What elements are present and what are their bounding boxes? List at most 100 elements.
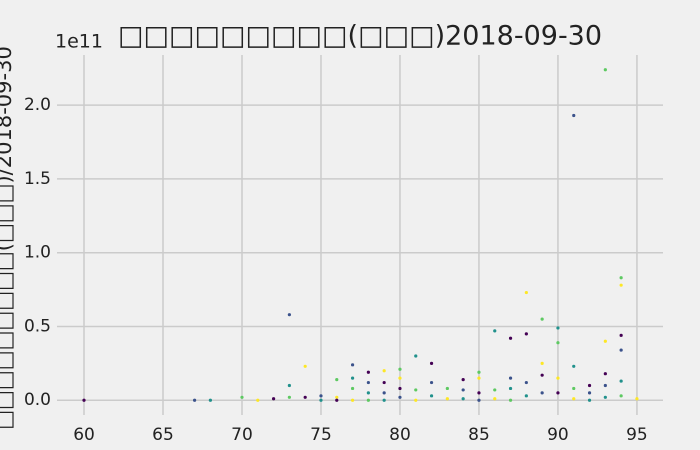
point bbox=[445, 386, 449, 391]
point bbox=[556, 326, 560, 330]
point bbox=[619, 394, 623, 398]
chart-title: □□□□□□□□□(□□□)2018-09-30 bbox=[118, 21, 602, 52]
point bbox=[366, 380, 370, 385]
point bbox=[556, 391, 560, 395]
point bbox=[82, 398, 86, 402]
point bbox=[587, 398, 592, 402]
point bbox=[398, 367, 402, 371]
y-tick-label: 1.0 bbox=[24, 243, 51, 263]
point bbox=[540, 361, 544, 365]
y-tick-label: 1.5 bbox=[24, 169, 51, 189]
point bbox=[303, 395, 307, 399]
point bbox=[350, 398, 355, 402]
y-tick-label: 0.0 bbox=[24, 390, 51, 410]
point bbox=[335, 398, 339, 402]
x-tick-label: 70 bbox=[231, 425, 253, 445]
y-tick-label: 2.0 bbox=[24, 95, 51, 115]
point bbox=[524, 332, 528, 336]
point bbox=[587, 391, 592, 395]
point bbox=[556, 376, 560, 380]
point bbox=[619, 379, 623, 383]
point bbox=[556, 341, 560, 345]
point bbox=[382, 391, 386, 395]
point bbox=[192, 398, 197, 402]
point bbox=[603, 395, 607, 399]
point bbox=[287, 395, 291, 399]
point bbox=[382, 398, 386, 402]
point bbox=[303, 364, 307, 368]
point bbox=[350, 363, 355, 367]
point bbox=[429, 394, 434, 398]
x-tick-label: 60 bbox=[73, 425, 95, 445]
point bbox=[414, 354, 418, 358]
point bbox=[619, 276, 623, 280]
point bbox=[508, 336, 513, 340]
point bbox=[619, 333, 623, 337]
point bbox=[477, 376, 481, 380]
point bbox=[540, 317, 544, 321]
point bbox=[493, 388, 497, 392]
x-tick-label: 90 bbox=[547, 425, 569, 445]
point bbox=[572, 364, 576, 368]
point bbox=[635, 397, 639, 401]
point bbox=[493, 329, 497, 333]
point bbox=[508, 376, 513, 380]
point bbox=[508, 386, 513, 391]
point bbox=[350, 376, 355, 380]
point bbox=[619, 348, 623, 352]
point bbox=[208, 398, 212, 402]
point bbox=[477, 398, 481, 402]
point bbox=[398, 395, 402, 399]
y-offset-label: 1e11 bbox=[55, 31, 103, 53]
point bbox=[398, 376, 402, 380]
point bbox=[287, 313, 291, 317]
point bbox=[572, 386, 576, 391]
point bbox=[350, 386, 355, 391]
point bbox=[603, 339, 607, 343]
y-axis-label: □□□□□□□□□(□□□)/2018-09-30 bbox=[0, 46, 16, 430]
point bbox=[524, 394, 528, 398]
point bbox=[477, 370, 481, 374]
point bbox=[540, 373, 544, 377]
point bbox=[587, 383, 592, 388]
point bbox=[287, 383, 291, 388]
point bbox=[366, 391, 370, 395]
point bbox=[603, 372, 607, 376]
point bbox=[335, 377, 339, 382]
x-tick-label: 85 bbox=[468, 425, 490, 445]
point bbox=[508, 398, 513, 402]
x-tick-label: 65 bbox=[152, 425, 174, 445]
point bbox=[603, 383, 607, 388]
point bbox=[477, 391, 481, 395]
point bbox=[429, 380, 434, 385]
point bbox=[414, 388, 418, 392]
point bbox=[540, 391, 544, 395]
point bbox=[572, 397, 576, 401]
point bbox=[256, 398, 260, 402]
point bbox=[382, 369, 386, 373]
point bbox=[382, 380, 386, 385]
point bbox=[461, 388, 465, 392]
point bbox=[398, 386, 402, 391]
point bbox=[461, 397, 465, 401]
point bbox=[366, 398, 370, 402]
point bbox=[335, 395, 339, 399]
y-tick-label: 0.5 bbox=[24, 316, 51, 336]
point bbox=[461, 377, 465, 382]
point bbox=[493, 397, 497, 401]
point bbox=[445, 397, 449, 401]
point bbox=[429, 361, 434, 365]
x-tick-label: 80 bbox=[389, 425, 411, 445]
point bbox=[572, 113, 576, 118]
point bbox=[366, 370, 370, 374]
point bbox=[271, 397, 276, 401]
point bbox=[524, 290, 528, 295]
point bbox=[240, 395, 244, 399]
point bbox=[603, 68, 607, 72]
x-tick-label: 75 bbox=[310, 425, 332, 445]
point bbox=[319, 398, 323, 402]
point bbox=[414, 398, 418, 402]
x-tick-label: 95 bbox=[626, 425, 648, 445]
point bbox=[619, 283, 623, 287]
